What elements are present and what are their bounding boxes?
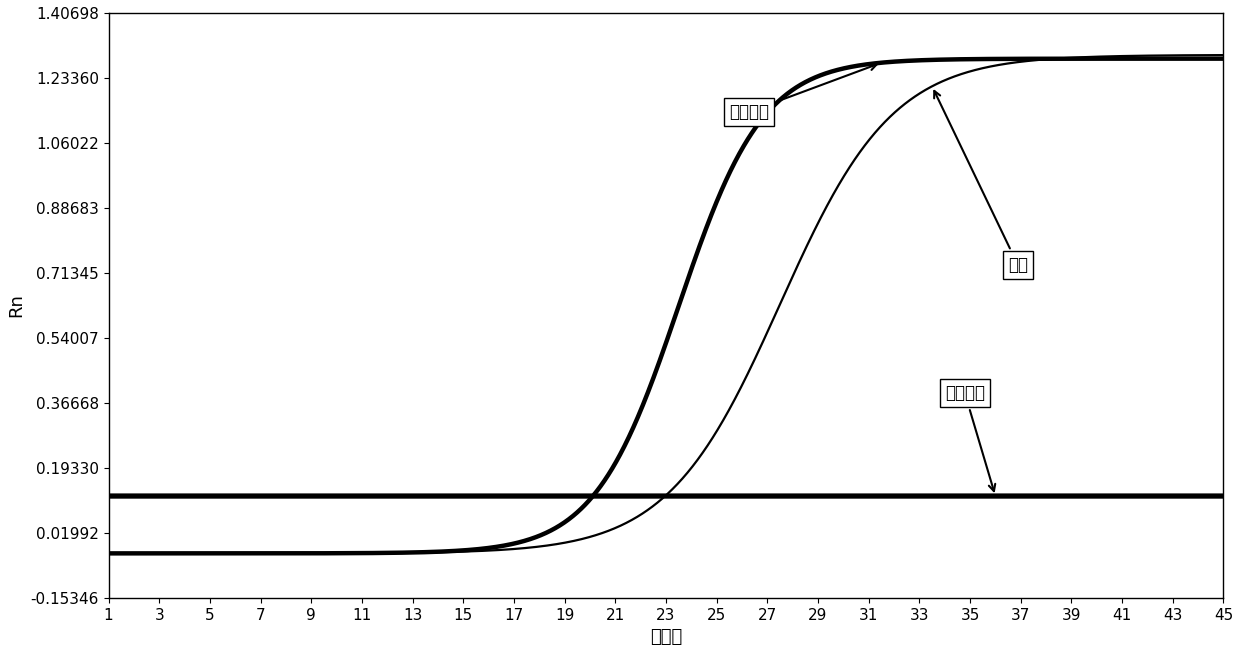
Text: 内标: 内标 <box>934 91 1028 274</box>
Y-axis label: Rn: Rn <box>7 293 25 317</box>
Text: 阳性质控: 阳性质控 <box>729 64 877 121</box>
Text: 阴性质控: 阴性质控 <box>945 384 996 491</box>
X-axis label: 循环数: 循环数 <box>650 628 682 646</box>
